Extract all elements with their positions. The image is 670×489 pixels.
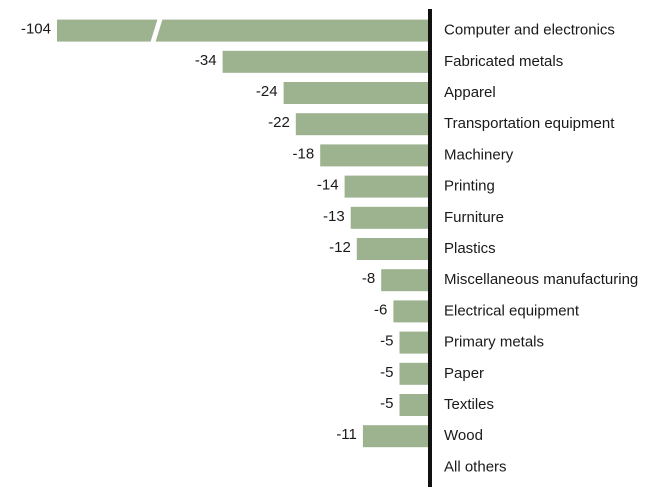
bar-textiles — [399, 394, 430, 416]
category-label-all-others: All others — [444, 458, 507, 475]
category-labels-group: Computer and electronics Fabricated metal… — [444, 22, 638, 476]
category-label-furniture: Furniture — [444, 209, 504, 226]
category-label-primary-metals: Primary metals — [444, 334, 544, 351]
category-label-paper: Paper — [444, 365, 484, 382]
bar-printing — [344, 175, 430, 198]
category-label-printing: Printing — [444, 178, 495, 195]
axis-break-mark — [150, 17, 163, 44]
category-label-apparel: Apparel — [444, 84, 496, 101]
bar-wood — [362, 425, 430, 448]
category-label-electrical-equipment: Electrical equipment — [444, 302, 580, 319]
value-label-printing: -14 — [317, 177, 339, 194]
bar-machinery — [320, 144, 430, 167]
value-label-plastics: -12 — [329, 239, 351, 256]
category-label-miscellaneous-manufacturing: Miscellaneous manufacturing — [444, 271, 638, 288]
value-label-computer-and-electronics: -104 — [21, 21, 51, 38]
value-labels-group: -104 -34 -24 -22-18-14 -13 -12 -8 -6 -5 -5 -5 -11 — [21, 21, 394, 444]
value-label-electrical-equipment: -6 — [374, 301, 387, 318]
category-label-plastics: Plastics — [444, 240, 496, 257]
value-label-paper: -5 — [380, 364, 393, 381]
bar-primary-metals — [399, 331, 430, 354]
bar-apparel — [283, 82, 430, 104]
bar-paper — [399, 362, 430, 385]
value-label-miscellaneous-manufacturing: -8 — [362, 270, 375, 287]
value-label-furniture: -13 — [323, 208, 345, 225]
value-label-machinery: -18 — [293, 145, 315, 162]
value-label-apparel: -24 — [256, 83, 278, 100]
bar-fabricated-metals — [222, 50, 430, 73]
category-label-fabricated-metals: Fabricated metals — [444, 53, 563, 70]
category-label-machinery: Machinery — [444, 146, 514, 163]
bar-furniture — [350, 206, 430, 229]
category-label-wood: Wood — [444, 427, 483, 444]
bar-electrical-equipment — [393, 300, 430, 323]
bars-group — [57, 17, 430, 448]
value-label-wood: -11 — [336, 426, 357, 443]
bar-miscellaneous-manufacturing — [381, 269, 430, 292]
bar-transportation-equipment — [295, 113, 430, 136]
value-label-textiles: -5 — [380, 395, 393, 412]
category-label-textiles: Textiles — [444, 396, 494, 413]
value-label-fabricated-metals: -34 — [195, 52, 217, 69]
bar-computer-and-electronics — [57, 19, 430, 42]
bar-plastics — [356, 238, 430, 260]
category-label-transportation-equipment: Transportation equipment — [444, 115, 615, 132]
value-label-primary-metals: -5 — [380, 333, 393, 350]
category-label-computer-and-electronics: Computer and electronics — [444, 22, 615, 39]
value-label-transportation-equipment: -22 — [268, 114, 290, 131]
